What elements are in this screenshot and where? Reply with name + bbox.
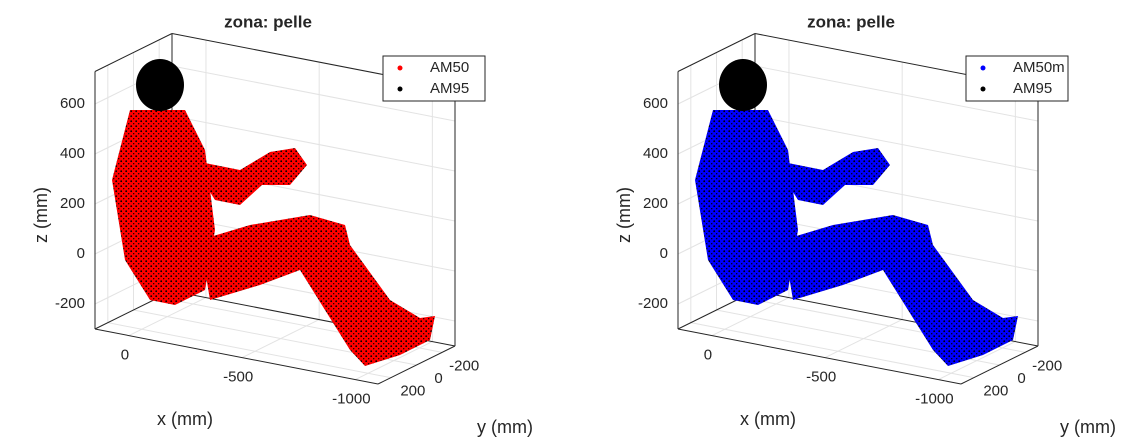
legend-label: AM50m: [1013, 59, 1065, 76]
x-tick-label: 0: [704, 347, 712, 364]
chart-title: zona: pelle: [224, 12, 312, 31]
point-cloud: [695, 59, 1018, 366]
y-tick-label: 200: [400, 383, 425, 400]
z-tick-label: 400: [643, 145, 668, 162]
point-cloud-part: [190, 148, 307, 205]
legend-box: [382, 55, 486, 102]
legend: AM50m AM95: [965, 55, 1069, 102]
y-tick-label: 200: [983, 383, 1008, 400]
legend-marker: [397, 86, 403, 92]
chart-title: zona: pelle: [807, 12, 895, 31]
z-tick-label: 600: [60, 95, 85, 112]
x-tick-label: -1000: [332, 391, 370, 408]
axis-edge: [677, 33, 756, 72]
axis-edge: [94, 33, 173, 72]
point-cloud-part: [783, 215, 1018, 366]
z-axis-label: z (mm): [614, 187, 634, 243]
legend-box: [965, 55, 1069, 102]
x-tick-label: -1000: [915, 391, 953, 408]
legend-marker: [397, 65, 403, 71]
x-tick-label: 0: [121, 347, 129, 364]
grid-line: [171, 115, 456, 172]
point-cloud-part: [112, 110, 215, 305]
z-tick-label: 0: [77, 245, 85, 262]
x-axis-label: x (mm): [157, 409, 213, 429]
panel: 0 -500 -1000 200 0 -200 600 400 200 0 -200 zona: pe…: [31, 12, 533, 436]
legend-marker: [980, 86, 986, 92]
x-tick-label: -500: [223, 369, 253, 386]
grid-line: [107, 322, 391, 379]
point-cloud-head: [136, 59, 184, 111]
z-tick-label: -200: [55, 295, 85, 312]
point-cloud-part: [773, 148, 890, 205]
axis-edge: [377, 345, 456, 385]
legend-marker: [980, 65, 986, 71]
legend-label: AM95: [430, 80, 469, 97]
y-tick-label: 0: [1017, 370, 1025, 387]
y-axis-label: y (mm): [477, 417, 533, 437]
point-cloud-part: [200, 215, 435, 366]
grid-line: [754, 115, 1039, 172]
grid-line: [171, 65, 456, 122]
axis-edge: [94, 328, 379, 385]
point-cloud-head: [719, 59, 767, 111]
z-tick-label: 0: [660, 245, 668, 262]
axis-edge: [960, 345, 1039, 385]
legend-label: AM95: [1013, 80, 1052, 97]
z-tick-label: 400: [60, 145, 85, 162]
y-tick-label: 0: [434, 370, 442, 387]
z-axis-label: z (mm): [31, 187, 51, 243]
point-cloud: [112, 59, 435, 366]
panel: 0 -500 -1000 200 0 -200 600 400 200 0 -200 zona: pe…: [614, 12, 1116, 436]
grid-line: [754, 65, 1039, 122]
z-tick-label: 200: [60, 195, 85, 212]
y-tick-label: -200: [1032, 357, 1062, 374]
y-tick-label: -200: [449, 357, 479, 374]
z-tick-label: 600: [643, 95, 668, 112]
y-axis-label: y (mm): [1060, 417, 1116, 437]
x-tick-label: -500: [806, 369, 836, 386]
legend-label: AM50: [430, 59, 469, 76]
z-tick-label: -200: [638, 295, 668, 312]
grid-line: [690, 322, 974, 379]
point-cloud-part: [695, 110, 798, 305]
z-tick-label: 200: [643, 195, 668, 212]
axis-edge: [677, 328, 962, 385]
legend: AM50 AM95: [382, 55, 486, 102]
x-axis-label: x (mm): [740, 409, 796, 429]
